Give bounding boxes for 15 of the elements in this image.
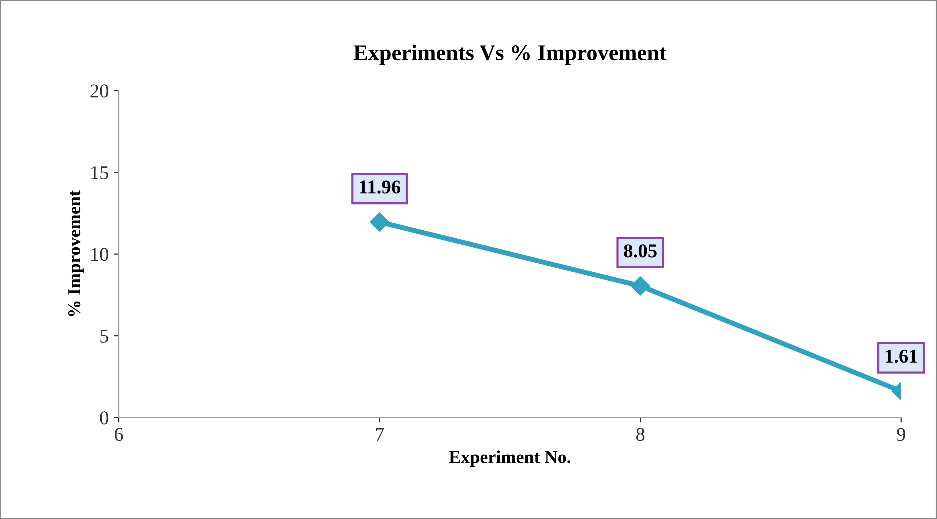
x-tick-label: 9: [897, 428, 906, 442]
data-label: 11.96: [360, 180, 401, 194]
y-axis-title: % Improvement: [68, 190, 84, 316]
data-label: 8.05: [624, 244, 657, 258]
x-axis-title: Experiment No.: [449, 450, 571, 468]
x-tick-label: 8: [636, 428, 645, 442]
chart-title: Experiments Vs % Improvement: [354, 44, 667, 65]
y-tick-label: 10: [92, 248, 109, 262]
x-tick-label: 7: [376, 428, 384, 442]
x-tick-label: 6: [114, 428, 124, 442]
y-tick-label: 5: [100, 330, 109, 343]
y-tick-label: 0: [100, 412, 109, 425]
y-tick-label: 15: [92, 166, 109, 180]
y-tick-label: 20: [90, 84, 109, 98]
data-label: 1.61: [886, 350, 918, 364]
